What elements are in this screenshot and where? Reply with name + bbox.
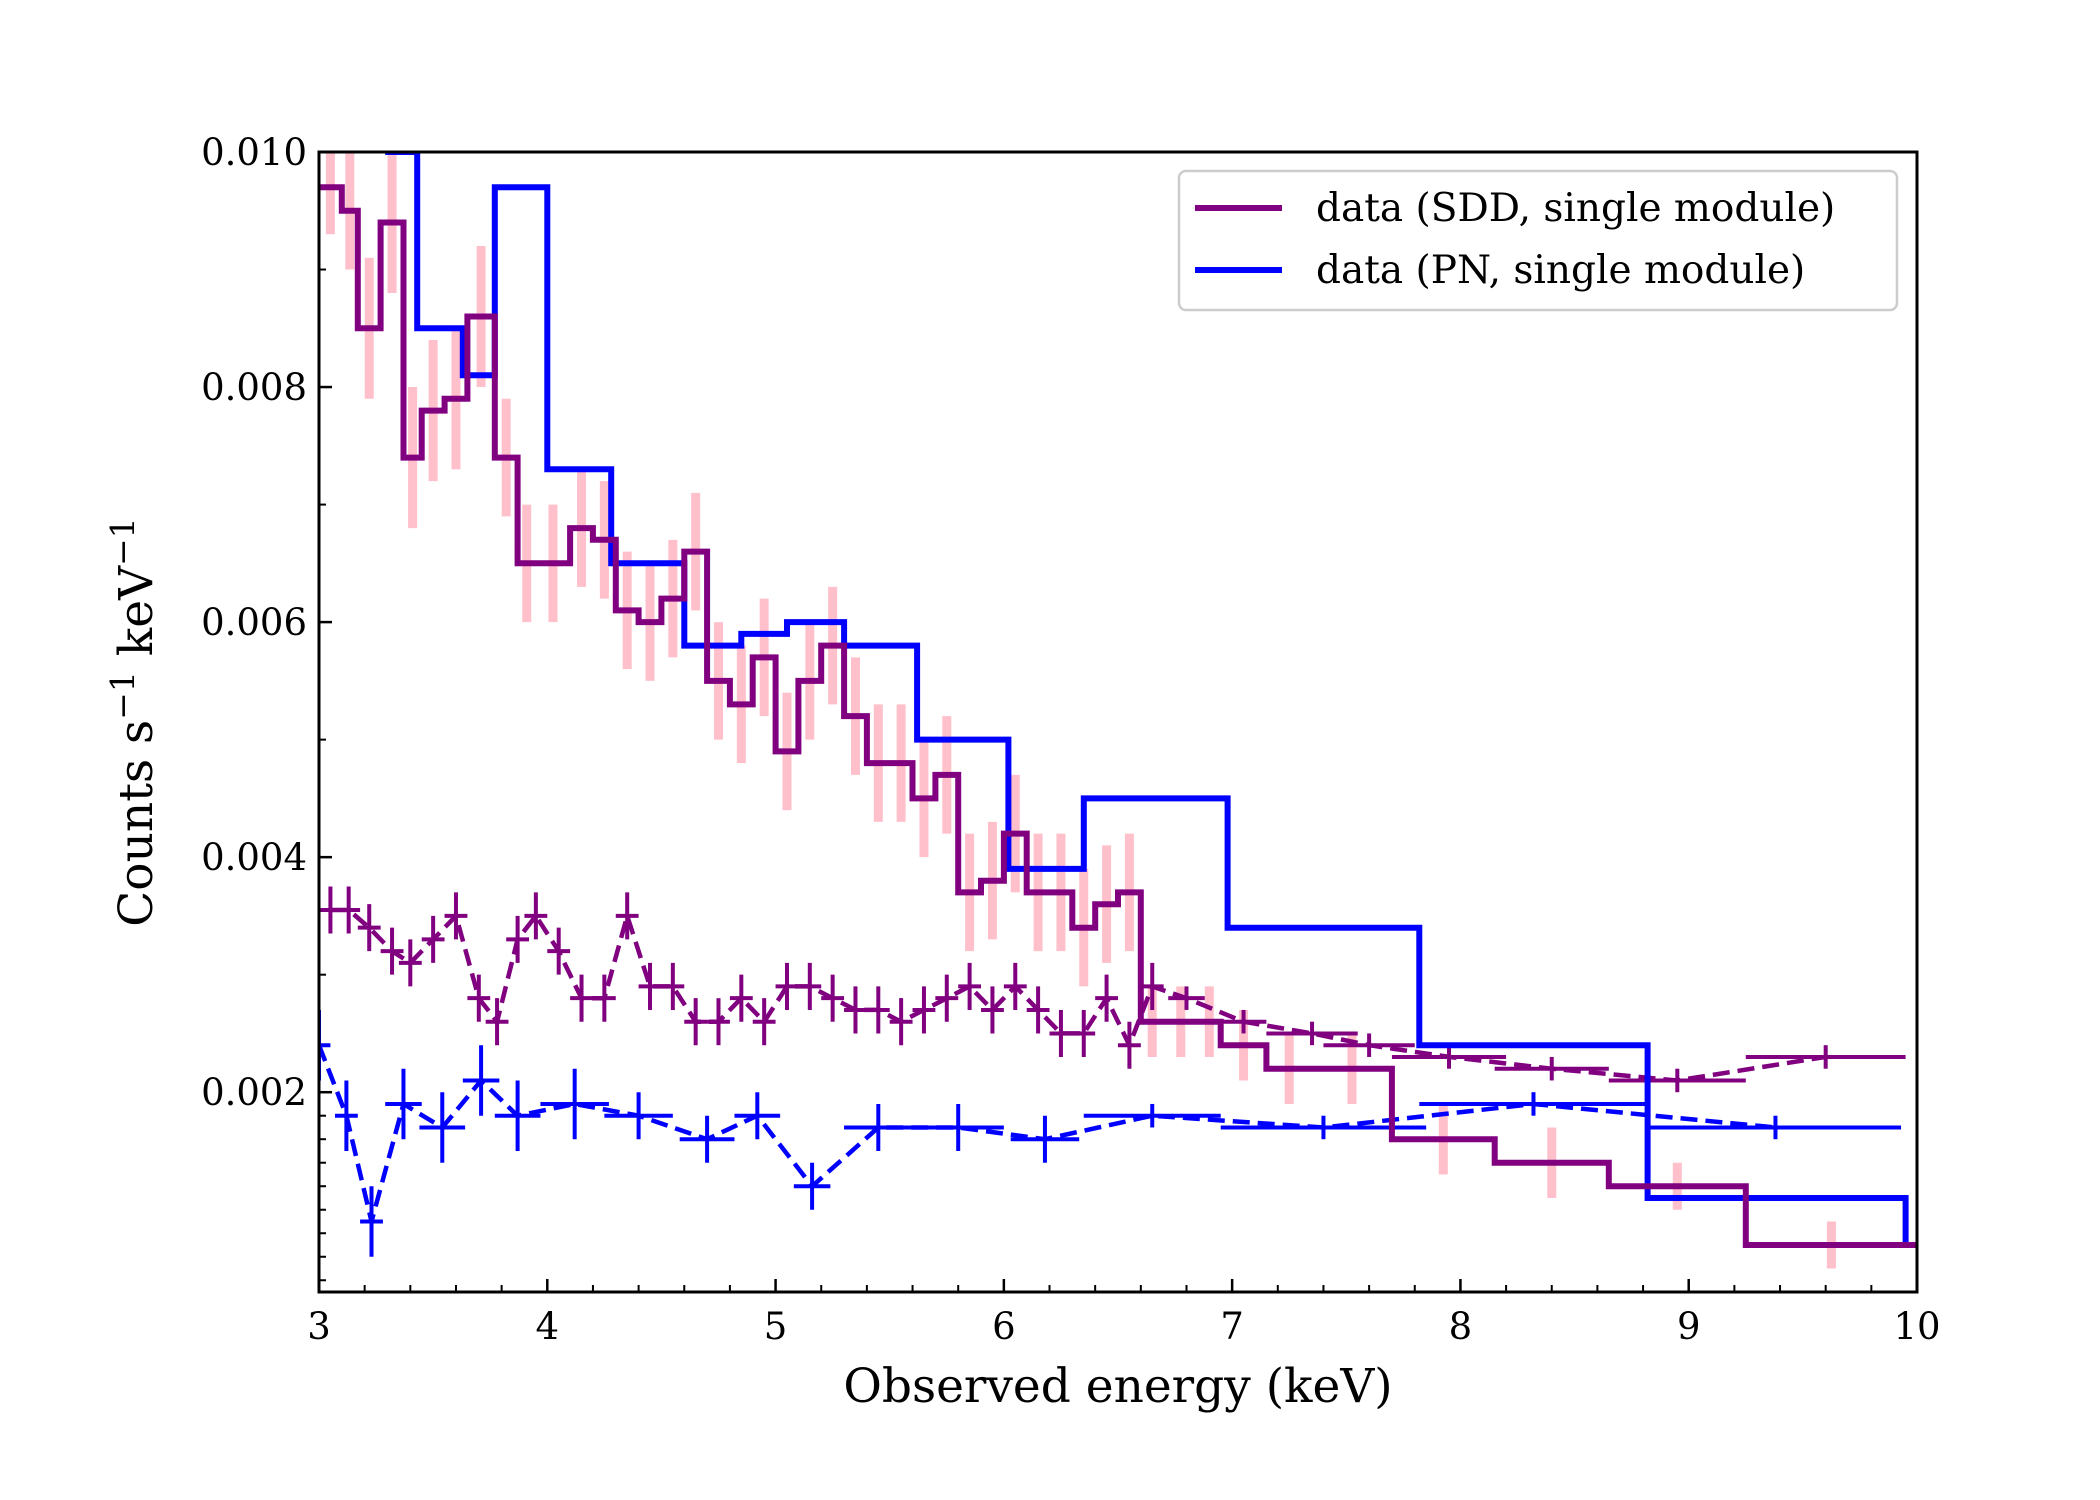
tick-labels: 3 4 5 6 7 8 9 10 0.002 0.004 0.006 0.008 0.010 bbox=[201, 131, 1940, 1348]
x-axis-label: Observed energy (keV) bbox=[843, 1359, 1392, 1414]
y-label-mid: keV bbox=[109, 565, 164, 671]
y-tick-label: 0.004 bbox=[201, 836, 307, 879]
legend-box bbox=[1177, 169, 1899, 312]
x-tick-label: 10 bbox=[1893, 1305, 1940, 1348]
plot-area bbox=[319, 152, 1917, 1269]
x-tick-label: 5 bbox=[764, 1305, 788, 1348]
y-label-sup1: −1 bbox=[103, 671, 142, 720]
axis-ticks bbox=[317, 150, 1919, 1292]
x-tick-label: 7 bbox=[1220, 1305, 1244, 1348]
pn-data-series bbox=[385, 152, 1909, 1245]
pn-step-line bbox=[385, 152, 1909, 1245]
legend: data (SDD, single module) data (PN, sing… bbox=[1177, 169, 1899, 312]
legend-label-pn: data (PN, single module) bbox=[1316, 248, 1805, 293]
sdd-step-line bbox=[319, 184, 1917, 1248]
y-tick-label: 0.010 bbox=[201, 131, 307, 174]
sdd-bg-line bbox=[330, 907, 1827, 1083]
plot-frame bbox=[317, 150, 1919, 1294]
y-label-main: Counts s bbox=[109, 720, 164, 927]
pn-background-series bbox=[319, 1009, 1902, 1257]
pn-bg-line bbox=[319, 1044, 1776, 1223]
x-tick-label: 8 bbox=[1449, 1305, 1473, 1348]
sdd-data-series bbox=[319, 184, 1917, 1248]
x-tick-label: 6 bbox=[992, 1305, 1016, 1348]
y-tick-label: 0.008 bbox=[201, 366, 307, 409]
y-tick-label: 0.006 bbox=[201, 601, 307, 644]
x-tick-label: 4 bbox=[536, 1305, 560, 1348]
y-tick-label: 0.002 bbox=[201, 1071, 307, 1114]
y-label-sup2: −1 bbox=[103, 517, 142, 566]
y-axis-label: Counts s−1 keV−1 bbox=[103, 517, 164, 926]
x-tick-label: 9 bbox=[1677, 1305, 1701, 1348]
legend-label-sdd: data (SDD, single module) bbox=[1316, 186, 1835, 231]
x-tick-label: 3 bbox=[307, 1305, 331, 1348]
sdd-background-series bbox=[319, 886, 1906, 1093]
